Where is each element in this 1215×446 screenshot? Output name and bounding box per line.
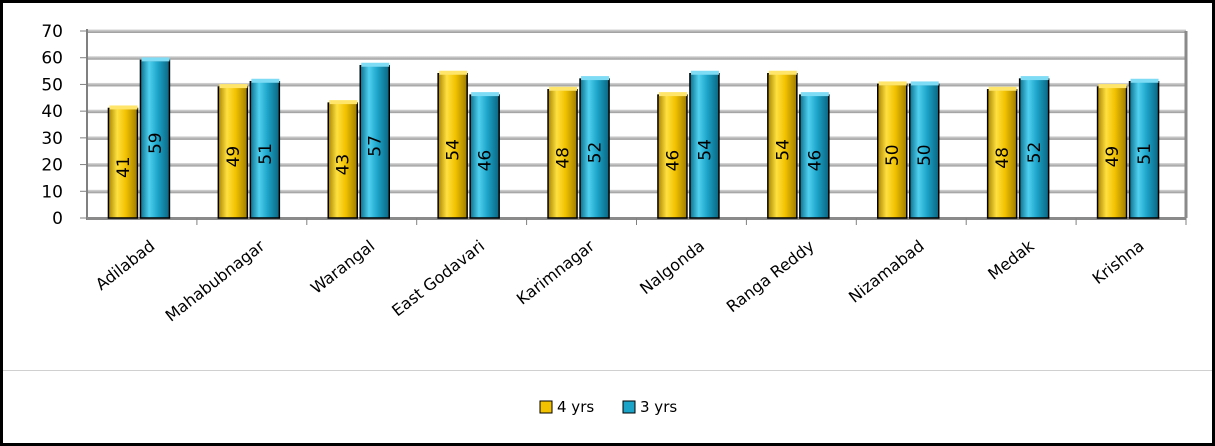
bar-top (768, 70, 797, 75)
bar-3yrs (469, 94, 500, 219)
data-label: 48 (993, 147, 1013, 169)
y-tick-label: 50 (41, 75, 63, 95)
bar-top (878, 81, 907, 86)
bar-4yrs (217, 86, 249, 219)
data-label: 50 (915, 144, 935, 166)
y-tick-label: 70 (41, 22, 63, 42)
bar-top (1020, 76, 1049, 81)
data-label: 49 (1103, 146, 1123, 168)
gridline (87, 29, 1186, 33)
data-label: 57 (366, 135, 386, 157)
legend-swatch (539, 400, 553, 414)
bar-top (141, 57, 170, 62)
bar-top (1130, 78, 1159, 83)
data-label: 50 (883, 144, 903, 166)
x-category-label: Adilabad (92, 236, 159, 294)
bar-top (690, 70, 719, 75)
x-category-label: Ranga Reddy (723, 236, 818, 316)
gridline (87, 189, 1186, 194)
bar-3yrs (909, 83, 940, 219)
bar-top (109, 105, 138, 110)
data-label: 54 (444, 139, 464, 161)
x-category-label: Mahabubnagar (162, 236, 269, 325)
bar-4yrs (327, 102, 358, 219)
bar-top (361, 62, 390, 67)
bar-top (658, 92, 687, 97)
data-label: 46 (663, 150, 683, 172)
bar-top (800, 92, 829, 97)
data-label: 59 (146, 132, 166, 154)
legend-label: 4 yrs (557, 398, 594, 416)
bar-3yrs (249, 81, 281, 219)
gridline (87, 136, 1186, 140)
x-category-label: East Godavari (388, 236, 488, 320)
gridline (87, 109, 1186, 114)
data-label: 46 (476, 150, 496, 172)
gridline (87, 82, 1186, 87)
data-label: 52 (586, 142, 606, 164)
x-category-label: Nalgonda (636, 236, 708, 298)
bar-top (581, 76, 610, 81)
data-label: 54 (695, 139, 715, 161)
bar-3yrs (1128, 81, 1160, 219)
data-label: 51 (1135, 143, 1155, 165)
data-label: 43 (334, 154, 354, 176)
data-label: 52 (1025, 142, 1045, 164)
x-category-label: Krishna (1089, 236, 1148, 288)
y-tick-label: 60 (41, 49, 63, 69)
bar-top (219, 84, 248, 89)
data-label: 46 (805, 150, 825, 172)
x-category-label: Medak (984, 236, 1038, 284)
y-tick-label: 30 (41, 129, 63, 149)
legend-separator (3, 370, 1212, 371)
bar-4yrs (547, 89, 578, 219)
data-label: 48 (554, 147, 574, 169)
bar-4yrs (107, 107, 139, 219)
y-tick-label: 0 (52, 209, 63, 229)
x-category-label: Nizamabad (845, 236, 928, 306)
bar-top (329, 100, 358, 105)
y-tick-label: 10 (41, 182, 63, 202)
y-tick-label: 20 (41, 156, 63, 176)
bar-top (471, 92, 500, 97)
bar-3yrs (139, 59, 171, 219)
bar-top (1098, 84, 1127, 89)
y-tick-label: 40 (41, 102, 63, 122)
x-category-label: Karimnagar (513, 236, 598, 309)
bar-top (439, 70, 468, 75)
data-label: 49 (224, 146, 244, 168)
x-category-label: Warangal (307, 236, 378, 297)
bar-top (910, 81, 939, 86)
data-label: 51 (256, 143, 276, 165)
legend-swatch (622, 400, 636, 414)
bar-top (549, 86, 578, 91)
bar-top (988, 86, 1017, 91)
bar-4yrs (437, 72, 468, 219)
legend-label: 3 yrs (640, 398, 677, 416)
gridline (87, 56, 1186, 60)
gridline (87, 163, 1186, 167)
bar-4yrs (986, 89, 1018, 219)
data-label: 41 (114, 156, 134, 178)
bar-top (251, 78, 280, 83)
data-label: 54 (773, 139, 793, 161)
bar-3yrs (689, 72, 720, 219)
bar-4yrs (657, 94, 688, 219)
